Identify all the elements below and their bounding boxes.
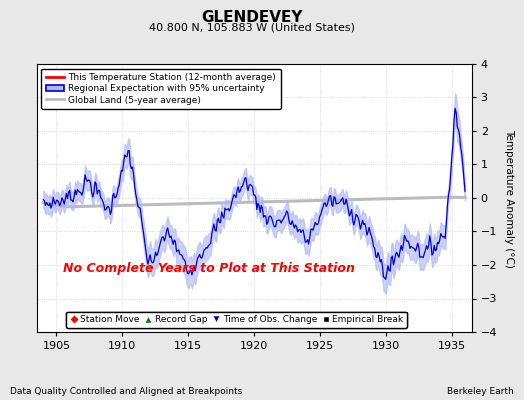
Text: Data Quality Controlled and Aligned at Breakpoints: Data Quality Controlled and Aligned at B… bbox=[10, 387, 243, 396]
Text: 40.800 N, 105.883 W (United States): 40.800 N, 105.883 W (United States) bbox=[148, 22, 355, 32]
Text: GLENDEVEY: GLENDEVEY bbox=[201, 10, 302, 25]
Legend: Station Move, Record Gap, Time of Obs. Change, Empirical Break: Station Move, Record Gap, Time of Obs. C… bbox=[67, 312, 407, 328]
Text: No Complete Years to Plot at This Station: No Complete Years to Plot at This Statio… bbox=[63, 262, 355, 275]
Text: Berkeley Earth: Berkeley Earth bbox=[447, 387, 514, 396]
Y-axis label: Temperature Anomaly (°C): Temperature Anomaly (°C) bbox=[504, 128, 514, 268]
